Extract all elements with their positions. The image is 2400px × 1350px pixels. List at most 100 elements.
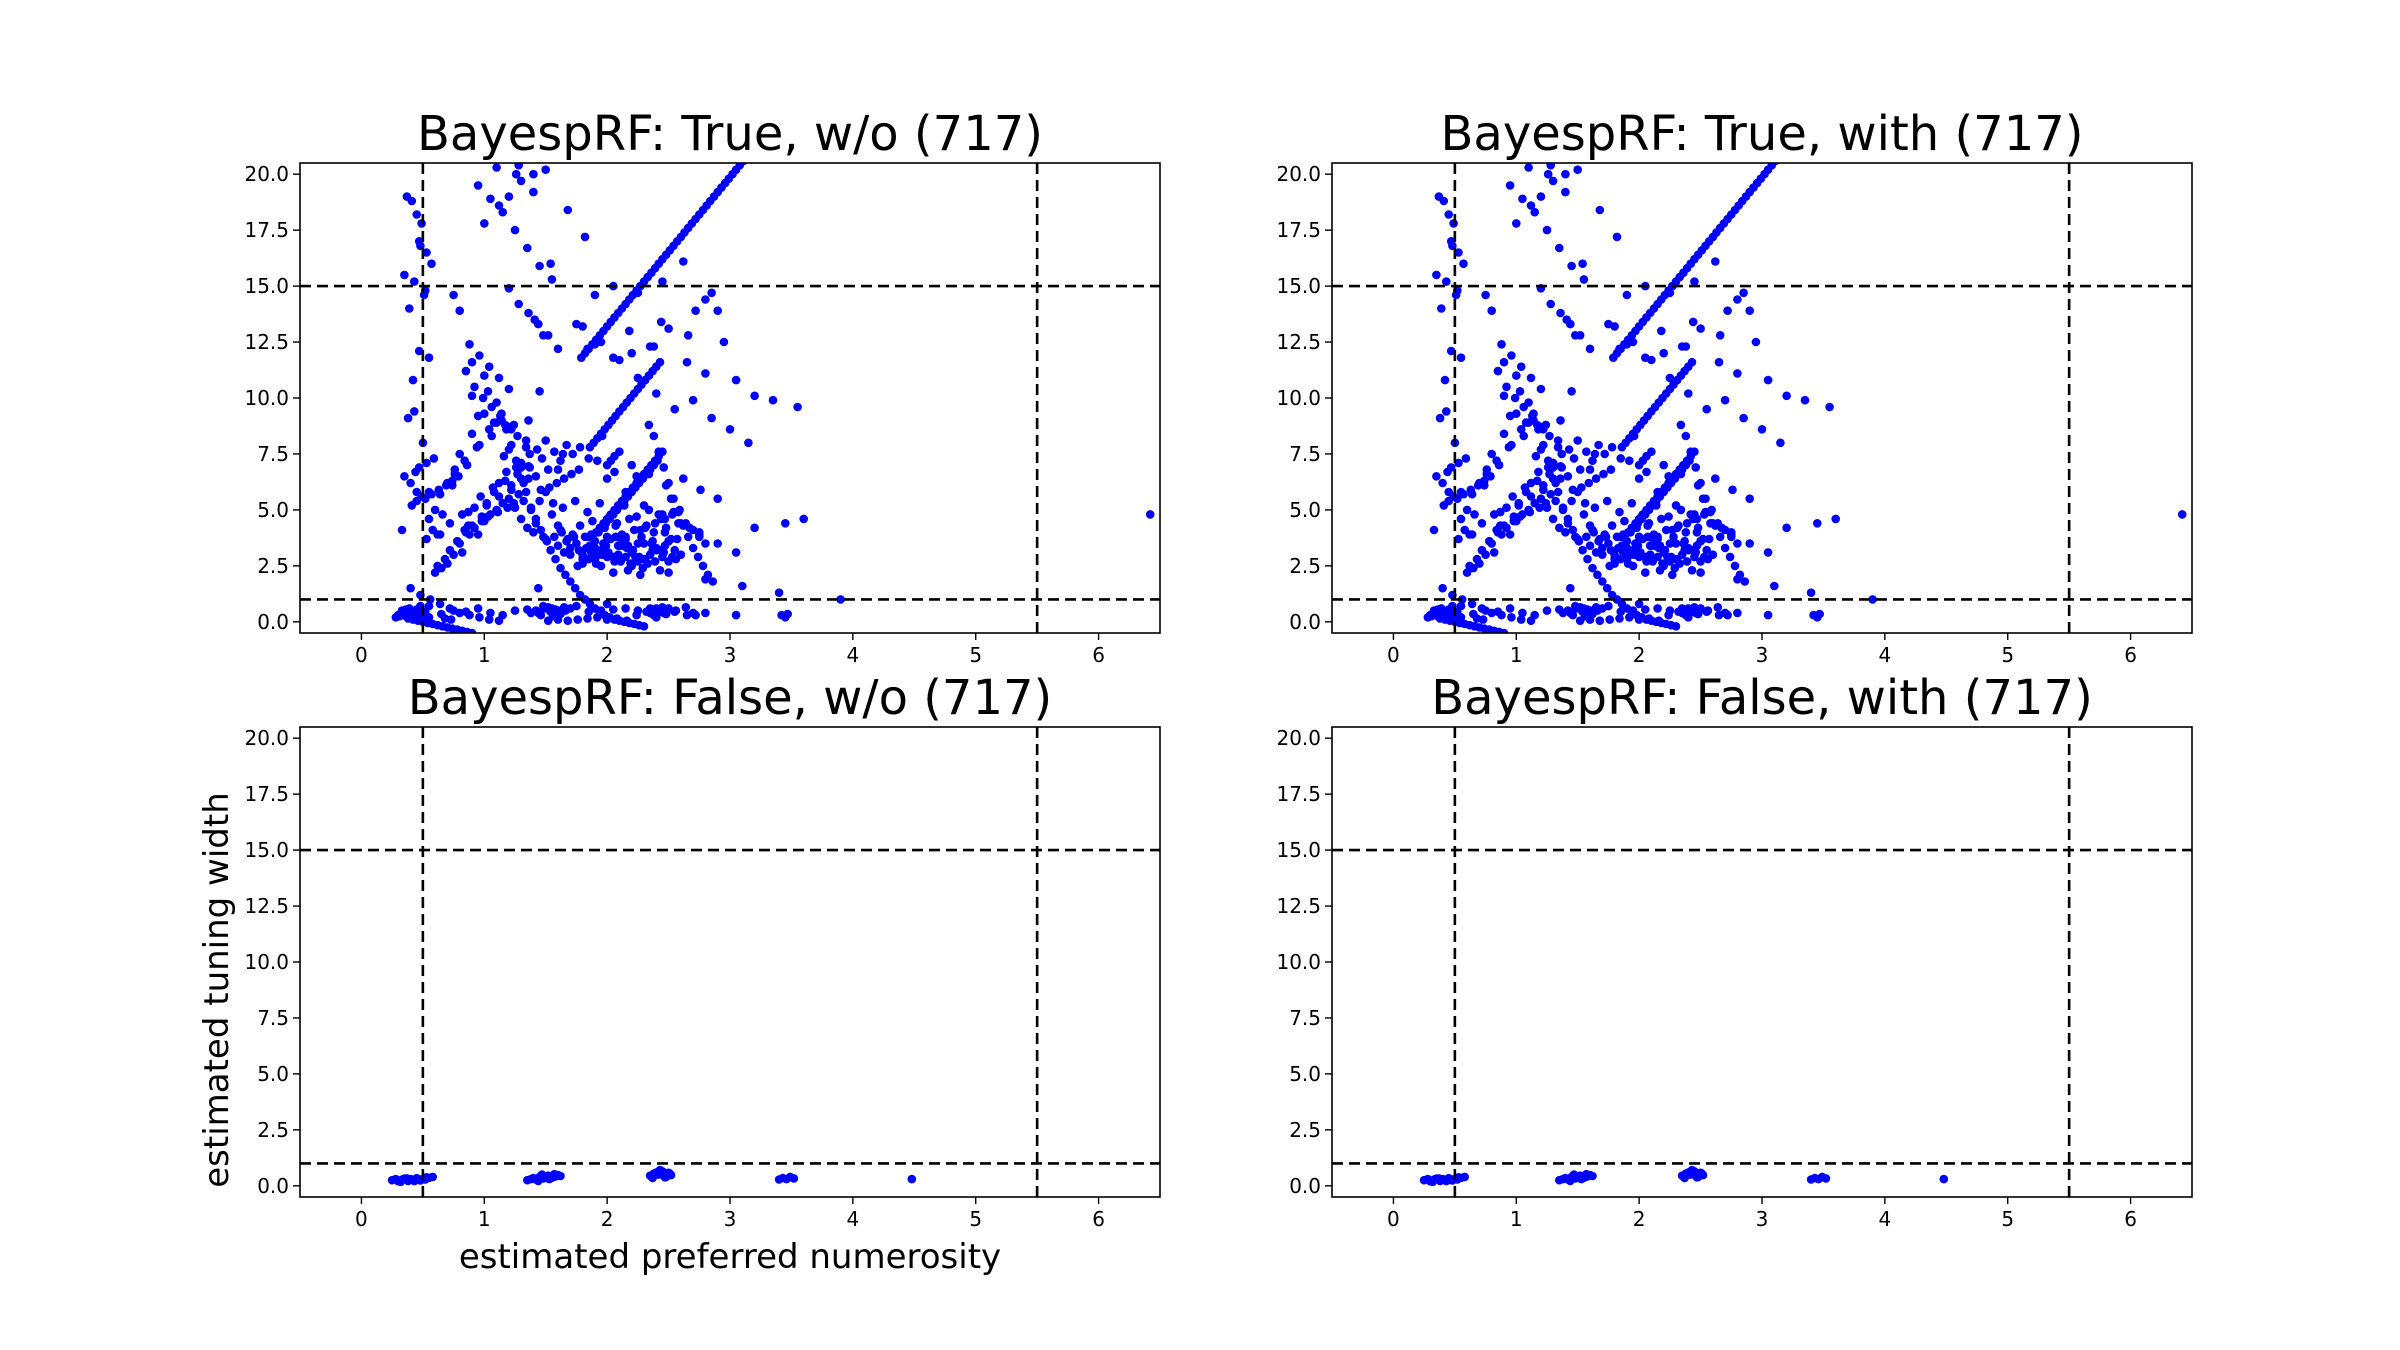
data-point <box>1595 616 1605 625</box>
data-point <box>488 483 498 492</box>
data-point <box>1642 557 1651 566</box>
data-point <box>509 498 519 508</box>
data-point <box>1733 539 1742 548</box>
panel-title: BayespRF: True, w/o (717) <box>417 106 1043 162</box>
data-point <box>548 498 558 508</box>
data-point <box>545 483 554 492</box>
data-point <box>437 609 446 619</box>
data-point <box>550 532 559 542</box>
data-point <box>1602 496 1612 506</box>
data-point <box>414 1175 424 1184</box>
data-point <box>1524 163 1533 172</box>
data-point <box>570 496 580 506</box>
data-point <box>1512 371 1521 380</box>
data-point <box>504 192 514 201</box>
data-point <box>526 503 536 512</box>
data-point <box>546 545 555 555</box>
data-point <box>574 465 584 474</box>
data-point <box>602 615 612 624</box>
data-point <box>1553 487 1563 497</box>
data-point <box>606 534 616 544</box>
data-point <box>595 498 605 508</box>
data-point <box>480 219 489 228</box>
data-point <box>1661 525 1671 535</box>
data-point <box>1460 1172 1469 1182</box>
data-point <box>1477 545 1487 555</box>
data-point <box>1588 563 1597 573</box>
y-tick-label: 5.0 <box>1289 1062 1321 1086</box>
x-tick-label: 2 <box>601 1207 614 1231</box>
x-tick-label: 6 <box>2124 1207 2137 1231</box>
data-point <box>428 1172 438 1182</box>
data-point <box>1534 425 1543 434</box>
data-point <box>682 357 692 367</box>
data-point <box>604 548 613 557</box>
x-tick-label: 1 <box>1510 643 1523 667</box>
x-tick-label: 5 <box>969 1207 982 1231</box>
data-point <box>691 306 700 316</box>
data-point <box>1604 601 1613 611</box>
data-point <box>1634 615 1644 624</box>
y-tick-label: 7.5 <box>257 442 289 466</box>
data-point <box>1502 382 1511 392</box>
data-point <box>583 507 592 517</box>
data-point <box>648 1173 657 1183</box>
data-point <box>1575 331 1585 340</box>
data-point <box>1681 431 1691 441</box>
data-point <box>1672 523 1682 533</box>
data-point <box>470 382 479 392</box>
data-point <box>1477 519 1487 528</box>
data-point <box>1598 550 1607 559</box>
data-point <box>489 418 499 427</box>
data-point <box>1627 498 1637 508</box>
data-point <box>696 485 705 495</box>
data-point <box>668 510 677 519</box>
data-point <box>1604 539 1613 548</box>
data-point <box>656 317 666 327</box>
data-point <box>1616 554 1625 564</box>
data-point <box>652 613 661 622</box>
data-point <box>1763 375 1773 385</box>
y-tick-label: 17.5 <box>1276 782 1321 806</box>
data-point <box>535 261 544 271</box>
data-point <box>631 552 640 562</box>
y-tick-label: 12.5 <box>1276 330 1321 354</box>
data-point <box>1691 463 1700 472</box>
data-point <box>410 277 419 286</box>
data-point <box>1578 545 1587 555</box>
data-point <box>836 595 845 604</box>
data-point <box>1763 548 1773 557</box>
x-tick-label: 5 <box>2001 643 2014 667</box>
data-point <box>1561 169 1570 179</box>
y-tick-label: 20.0 <box>244 726 289 750</box>
y-tick-label: 15.0 <box>1276 274 1321 298</box>
y-tick-label: 10.0 <box>1276 950 1321 974</box>
data-point <box>713 494 722 504</box>
data-point <box>504 384 514 394</box>
data-point <box>698 561 708 571</box>
data-point <box>1439 196 1449 206</box>
data-point <box>1684 389 1693 398</box>
data-point <box>655 357 665 367</box>
x-tick-label: 3 <box>1756 1207 1769 1231</box>
data-point <box>639 622 649 631</box>
data-point <box>400 472 409 481</box>
data-point <box>1696 568 1705 577</box>
data-point <box>1636 548 1645 557</box>
data-point <box>1663 552 1672 562</box>
data-point <box>1437 304 1446 313</box>
data-point <box>543 465 553 474</box>
data-point <box>486 194 495 204</box>
data-point <box>567 469 576 479</box>
data-point <box>1494 460 1504 470</box>
data-point <box>494 373 504 383</box>
x-axis-label: estimated preferred numerosity <box>459 1237 1001 1277</box>
data-point <box>1582 532 1591 542</box>
data-point <box>552 478 562 488</box>
data-point <box>1610 554 1619 564</box>
data-point <box>1598 543 1607 553</box>
data-point <box>575 442 585 452</box>
data-point <box>1591 603 1601 612</box>
data-point <box>558 449 568 459</box>
